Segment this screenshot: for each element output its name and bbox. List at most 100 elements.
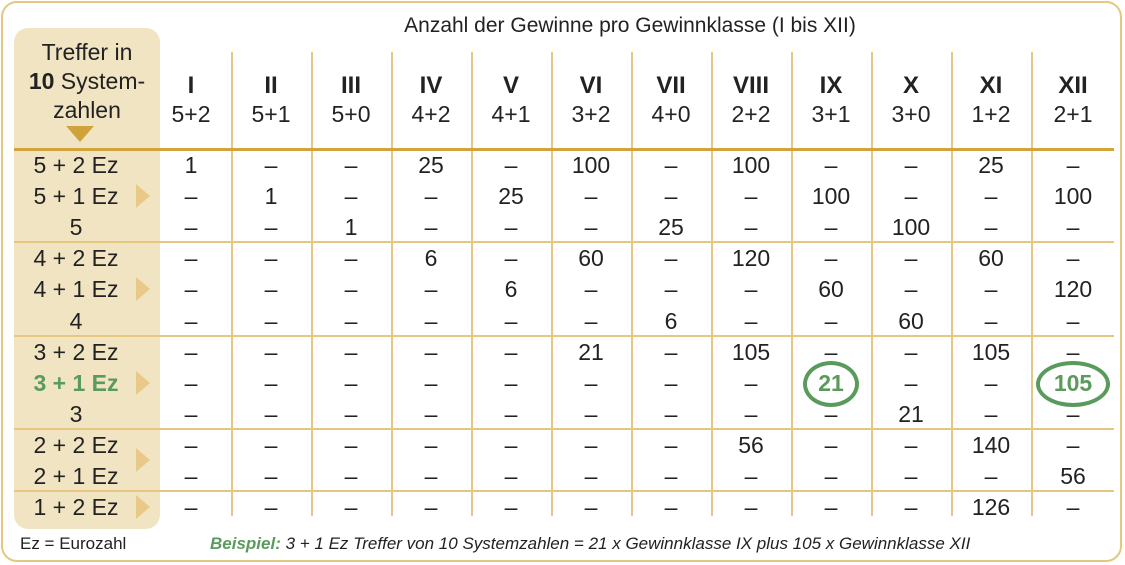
prize-class-numeral: I [187,72,195,99]
table-cell: 126 [971,494,1011,521]
column-divider [791,52,793,516]
table-cell: – [904,463,918,489]
table-cell: 100 [891,214,931,241]
header-line1: Treffer in [41,39,133,65]
left-column-header: Treffer in 10 System- zahlen [14,38,160,125]
column-header: VI 3+2 [551,72,631,128]
table-cell: – [424,494,438,521]
table-cell: – [424,369,438,396]
table-cell: 100 [1053,183,1093,210]
table-cell: 60 [818,276,844,303]
table-cell: – [504,214,518,241]
table-cell: – [584,276,598,303]
table-cell: – [344,152,358,178]
chevron-right-icon [136,448,150,473]
table-cell: – [264,307,278,334]
table-cell: – [264,245,278,272]
row-divider [14,490,1114,492]
prize-class-combo: 5+1 [251,101,291,127]
table-cell: – [744,369,758,396]
row-label: 4 + 1 Ez [33,276,119,303]
table-cell: – [984,400,998,427]
row-label: 1 + 2 Ez [33,494,119,521]
table-cell: 1 [344,214,358,241]
table-cell: – [1066,400,1080,427]
table-cell: – [424,183,438,210]
table-cell: – [824,494,838,521]
table-cell: – [904,245,918,272]
table-cell: 105 [731,338,771,365]
column-header: X 3+0 [871,72,951,128]
prize-class-numeral: VII [656,72,686,99]
table-cell: – [344,431,358,458]
prize-class-combo: 5+0 [331,101,371,127]
table-cell: – [744,183,758,210]
table-cell: – [584,463,598,489]
table-cell: – [664,338,678,365]
table-cell: – [584,400,598,427]
prize-class-numeral: XI [979,72,1003,99]
highlight-circle [803,360,859,407]
table-cell: – [904,369,918,396]
table-cell: – [1066,245,1080,272]
table-cell: 21 [898,400,924,427]
table-cell: – [344,338,358,365]
table-cell: – [664,369,678,396]
table-cell: – [264,152,278,178]
table-cell: – [424,338,438,365]
table-cell: – [504,369,518,396]
table-cell: – [504,338,518,365]
column-header: XI 1+2 [951,72,1031,128]
row-label: 3 + 2 Ez [33,338,119,365]
table-cell: 60 [978,245,1004,272]
table-cell: – [984,463,998,489]
prize-class-combo: 3+2 [571,101,611,127]
table-cell: – [1066,307,1080,334]
table-cell: – [184,369,198,396]
column-header: V 4+1 [471,72,551,128]
prize-class-numeral: XII [1058,72,1088,99]
table-cell: – [264,338,278,365]
table-cell: – [744,463,758,489]
table-cell: 25 [978,152,1004,178]
header-line2: System- [54,68,146,94]
column-divider [1031,52,1033,516]
prize-class-numeral: III [340,72,361,99]
column-divider [311,52,313,516]
table-cell: – [984,214,998,241]
table-cell: – [664,245,678,272]
prize-class-combo: 4+0 [651,101,691,127]
table-cell: – [424,463,438,489]
table-cell: – [504,463,518,489]
table-cell: 25 [498,183,524,210]
table-cell: – [424,276,438,303]
table-cell: – [904,431,918,458]
prize-class-combo: 3+1 [811,101,851,127]
table-cell: – [504,245,518,272]
header-number: 10 [28,68,55,94]
table-cell: – [264,400,278,427]
row-label: 3 [69,400,83,427]
table-cell: – [904,183,918,210]
table-cell: – [424,400,438,427]
table-cell: – [664,494,678,521]
table-title: Anzahl der Gewinne pro Gewinnklasse (I b… [404,14,856,37]
table-cell: – [584,214,598,241]
row-label: 4 + 2 Ez [33,245,119,272]
row-divider [14,335,1114,337]
table-cell: – [344,494,358,521]
table-cell: – [184,276,198,303]
table-cell: – [264,369,278,396]
table-cell: – [184,431,198,458]
table-cell: – [984,276,998,303]
table-cell: – [264,463,278,489]
table-cell: – [584,183,598,210]
table-cell: – [1066,338,1080,365]
table-cell: – [344,307,358,334]
table-cell: – [184,494,198,521]
table-cell: – [664,183,678,210]
chevron-right-icon [136,277,150,302]
row-label: 2 + 2 Ez [33,431,119,458]
table-cell: – [344,245,358,272]
table-cell: 1 [264,183,278,210]
